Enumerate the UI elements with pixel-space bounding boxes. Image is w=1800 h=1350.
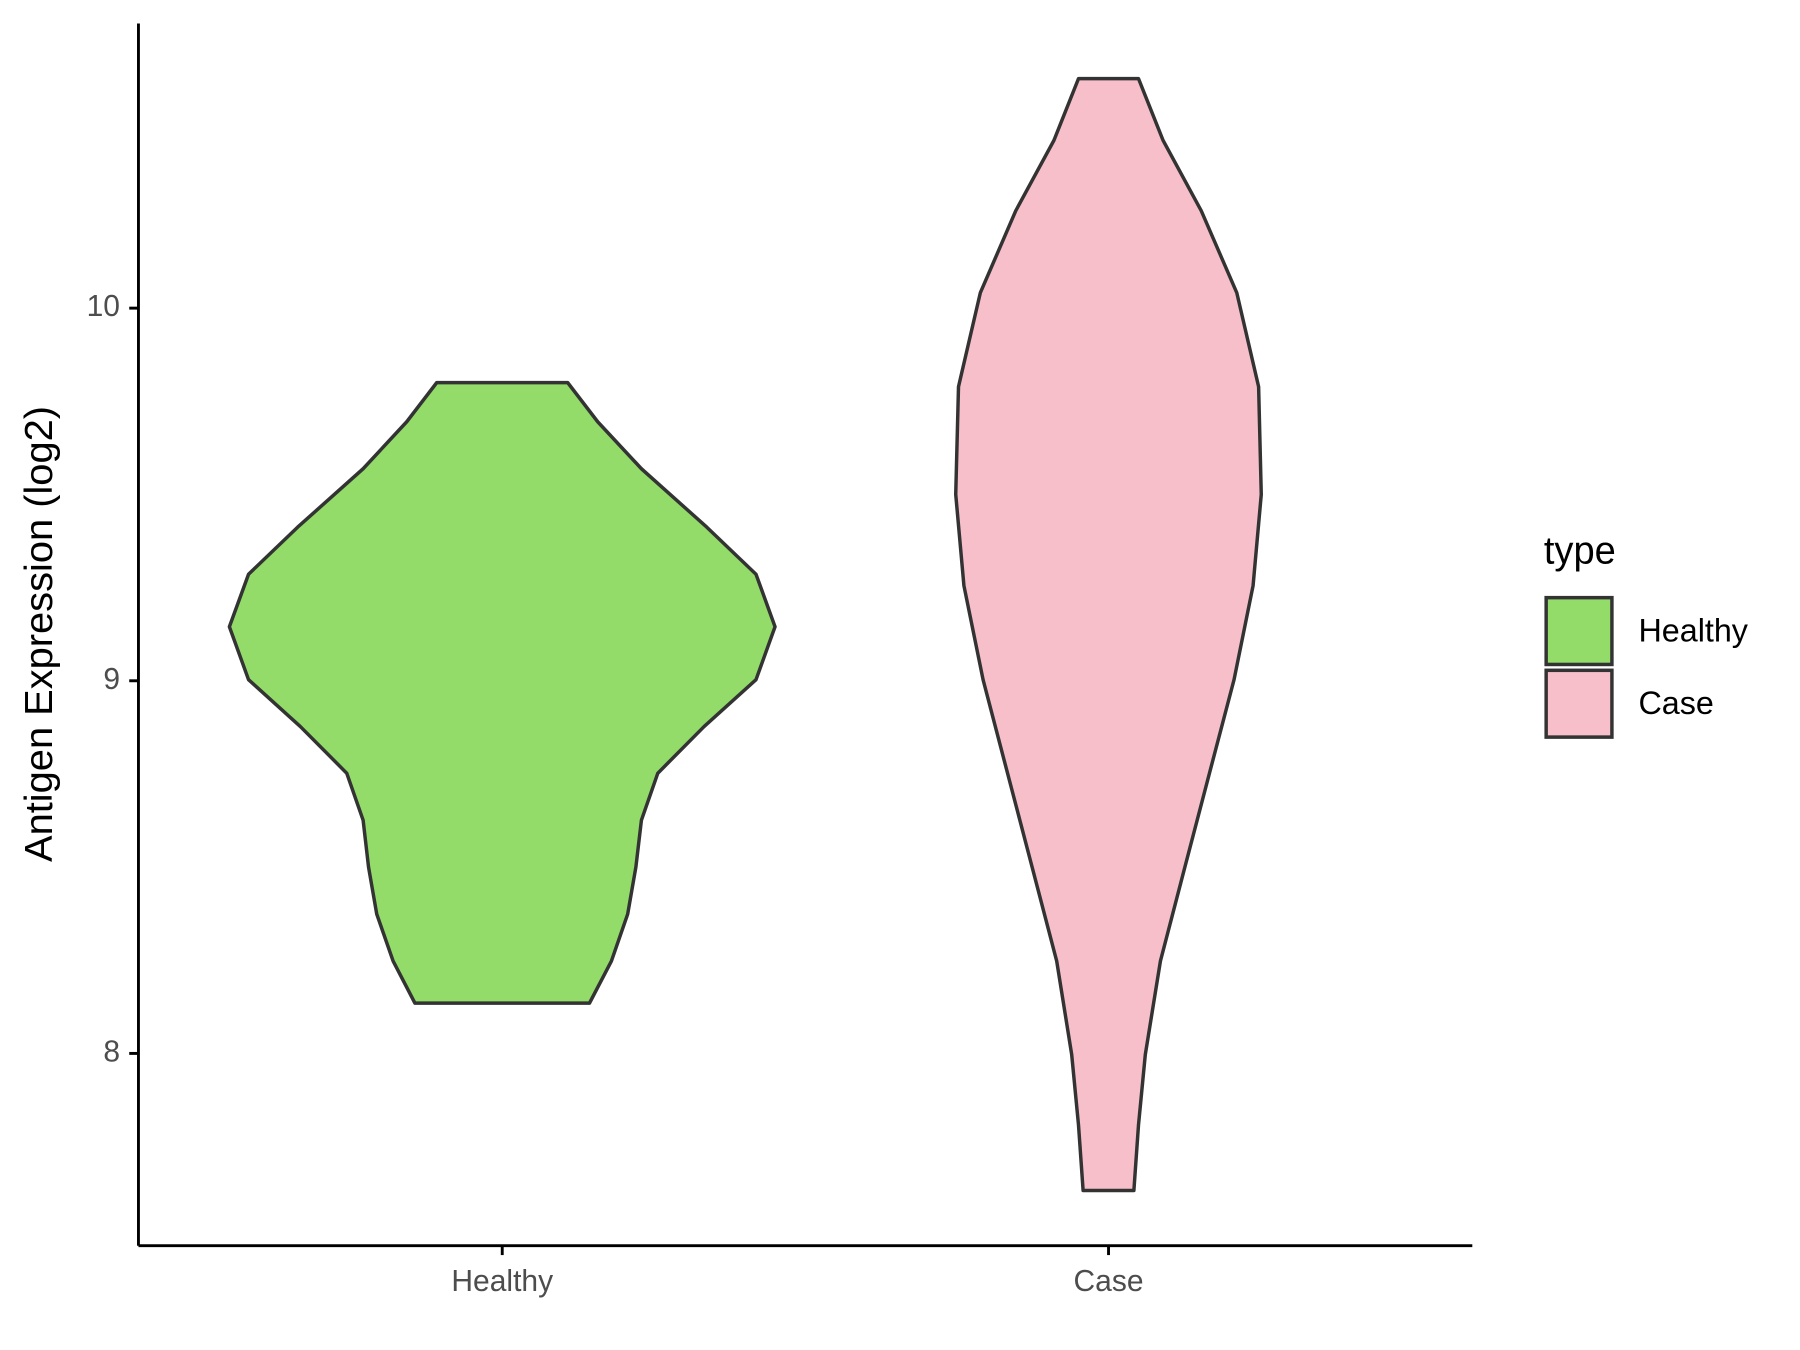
legend-label: Case (1638, 685, 1713, 721)
legend-swatch (1544, 668, 1614, 739)
legend-label: Healthy (1638, 612, 1748, 648)
x-tick-label: Healthy (451, 1265, 554, 1298)
legend-swatch (1544, 595, 1614, 667)
x-tick-label: Case (1074, 1265, 1144, 1298)
y-tick-label: 8 (103, 1035, 120, 1068)
y-tick-label: 10 (87, 290, 120, 323)
legend-title: type (1544, 529, 1616, 572)
violin (953, 76, 1263, 1193)
violin (227, 380, 777, 1005)
y-tick-label: 9 (103, 663, 120, 696)
y-axis-label: Antigen Expression (log2) (17, 406, 61, 862)
